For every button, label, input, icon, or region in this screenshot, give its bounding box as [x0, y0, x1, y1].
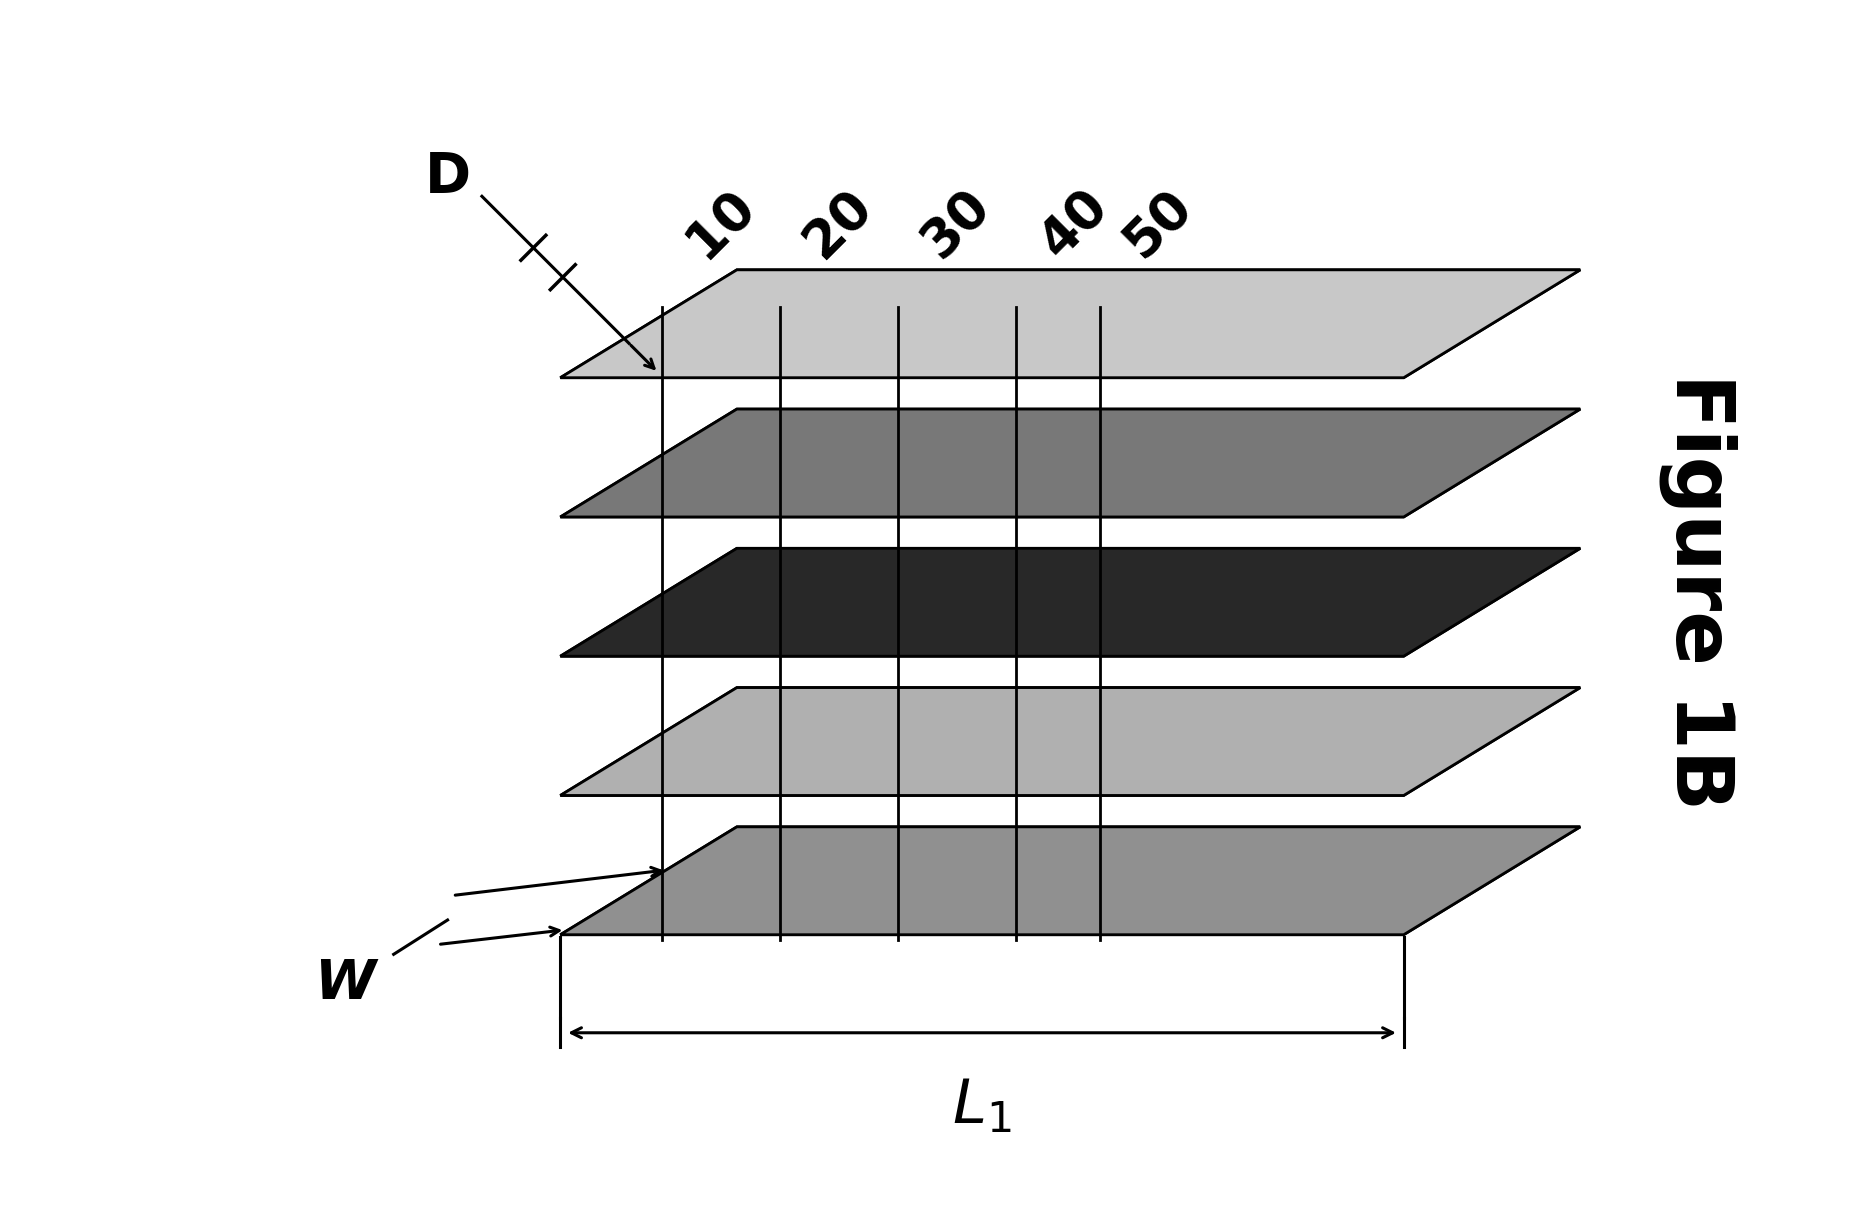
Text: 50: 50	[1114, 180, 1204, 267]
Polygon shape	[560, 548, 1581, 657]
Polygon shape	[560, 270, 1581, 378]
Text: $L_1$: $L_1$	[952, 1077, 1011, 1136]
Polygon shape	[560, 270, 1581, 378]
Text: 10: 10	[675, 179, 765, 267]
Polygon shape	[560, 687, 1581, 796]
Polygon shape	[560, 409, 1581, 517]
Text: 20: 20	[795, 179, 883, 267]
Polygon shape	[560, 687, 1581, 796]
Polygon shape	[560, 548, 1581, 657]
Text: W: W	[313, 957, 375, 1010]
Polygon shape	[560, 827, 1581, 935]
Text: 40: 40	[1030, 180, 1120, 267]
Polygon shape	[560, 409, 1581, 517]
Text: 30: 30	[912, 179, 1000, 267]
Text: Figure 1B: Figure 1B	[1659, 373, 1737, 811]
Polygon shape	[560, 827, 1581, 935]
Text: D: D	[425, 149, 470, 203]
